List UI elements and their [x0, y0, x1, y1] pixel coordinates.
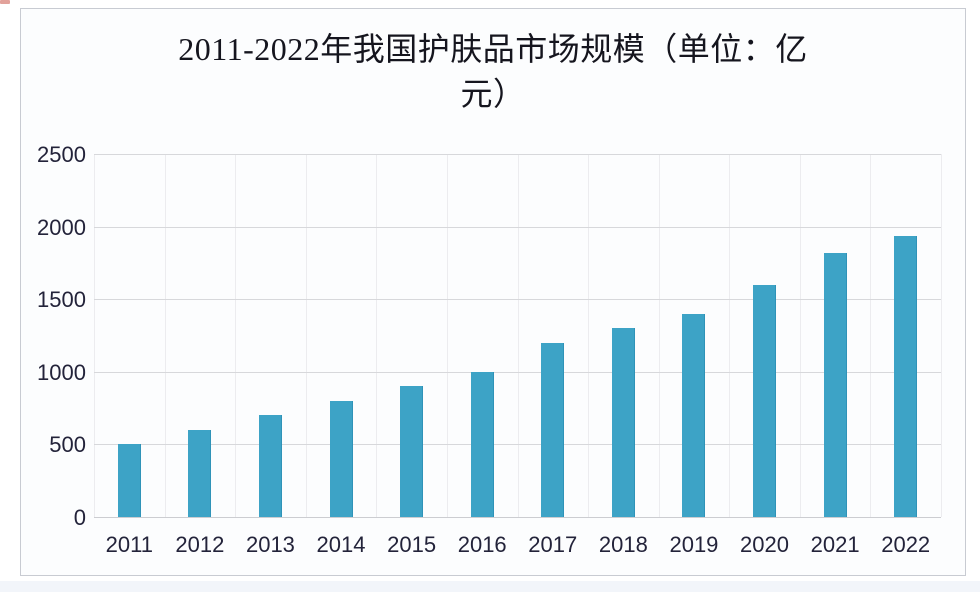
bar-2011	[117, 444, 141, 517]
bar-2020	[753, 284, 777, 517]
gridline-vertical	[729, 154, 731, 517]
gridline-vertical	[446, 154, 448, 517]
x-tick-label: 2015	[387, 532, 437, 557]
bar-2014	[329, 400, 353, 517]
y-tick-label: 1500	[37, 287, 86, 313]
gridline-vertical	[305, 154, 307, 517]
gridline-vertical	[588, 154, 590, 517]
x-tick-label: 2012	[175, 532, 225, 557]
gridline-vertical	[799, 154, 801, 517]
gridline-horizontal	[94, 154, 941, 155]
x-tick-label: 2020	[740, 532, 789, 557]
x-tick-label: 2018	[598, 532, 648, 557]
chart-panel: 2011-2022年我国护肤品市场规模（单位：亿 元） 0 500 1000 1500…	[20, 8, 966, 576]
bar-2022	[894, 236, 918, 517]
chart-title-line2: 元）	[460, 76, 526, 112]
y-tick-label: 2000	[37, 214, 86, 240]
gridline-vertical	[517, 154, 519, 517]
bar-2017	[541, 342, 565, 517]
gridline-horizontal	[94, 371, 941, 373]
gridline-horizontal	[94, 444, 941, 446]
x-axis-zero-line	[94, 517, 941, 518]
bar-2018	[611, 328, 635, 517]
gridline-vertical	[376, 154, 378, 517]
corner-red-artifact	[0, 0, 10, 4]
gridline-vertical	[870, 154, 872, 517]
bar-2019	[682, 314, 706, 517]
gridline-vertical	[235, 154, 237, 517]
bar-2016	[470, 371, 494, 517]
gridline-vertical	[164, 154, 166, 517]
y-tick-label: 2500	[37, 142, 86, 167]
y-tick-label: 500	[49, 432, 86, 458]
y-tick-label: 1000	[37, 359, 86, 385]
bottom-strip	[0, 581, 980, 592]
gridline-horizontal	[94, 226, 941, 228]
y-tick-label: 0	[73, 505, 86, 530]
bar-2015	[400, 386, 424, 517]
x-tick-label: 2017	[528, 532, 578, 557]
chart-title: 2011-2022年我国护肤品市场规模（单位：亿 元）	[21, 27, 965, 117]
bar-2021	[823, 253, 847, 517]
bar-2012	[188, 429, 212, 517]
bar-2013	[258, 415, 282, 517]
gridline-vertical	[658, 154, 660, 517]
x-tick-label: 2014	[316, 532, 366, 557]
x-tick-label: 2016	[457, 532, 507, 557]
x-tick-label: 2019	[669, 532, 719, 557]
x-tick-label: 2013	[245, 532, 295, 557]
chart-title-line1: 2011-2022年我国护肤品市场规模（单位：亿	[178, 31, 808, 67]
gridline-vertical	[941, 154, 942, 517]
gridline-horizontal	[94, 299, 941, 301]
x-tick-label: 2021	[810, 532, 860, 557]
gridline-vertical	[94, 154, 95, 517]
x-tick-label: 2022	[881, 532, 931, 557]
x-tick-label: 2011	[105, 532, 153, 557]
plot-area	[94, 154, 942, 518]
